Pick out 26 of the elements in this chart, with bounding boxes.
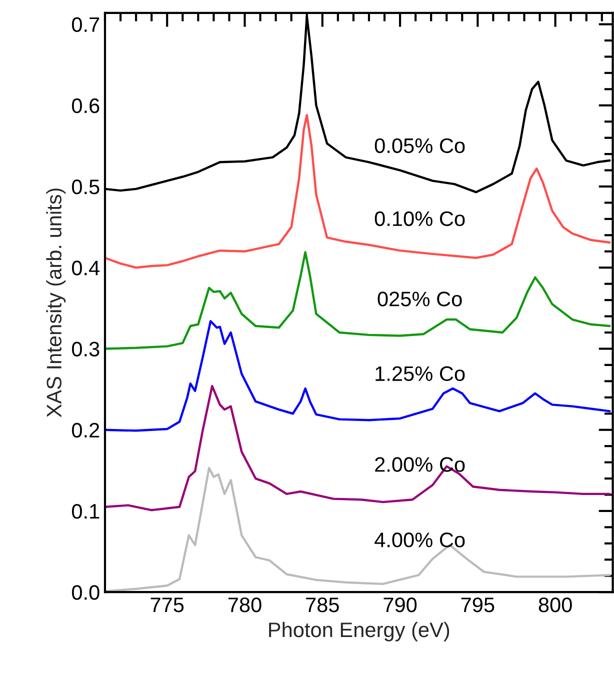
y-tick-label: 0.5 — [72, 179, 100, 194]
x-tick-label: 775 — [150, 598, 184, 612]
y-axis-title: XAS Intensity (arb. units) — [46, 188, 66, 418]
series-label: 025% Co — [378, 292, 462, 306]
y-tick-label: 0.7 — [72, 17, 100, 32]
series-label: 4.00% Co — [374, 532, 465, 548]
x-tick-label: 795 — [461, 598, 494, 612]
series-label: 0.10% Co — [374, 211, 465, 226]
x-axis-title: Photon Energy (eV) — [269, 622, 450, 642]
line-series — [104, 114, 611, 269]
line-series — [104, 251, 611, 350]
x-tick-label: 800 — [538, 598, 572, 612]
y-tick-label: 0.2 — [72, 422, 100, 438]
y-tick-label: 0.1 — [72, 504, 100, 519]
line-series — [104, 320, 611, 432]
y-tick-label: 0.3 — [72, 342, 100, 356]
x-tick-label: 785 — [306, 598, 339, 612]
y-tick-label: 0.6 — [72, 98, 100, 114]
series-label: 2.00% Co — [375, 457, 465, 472]
series-label: 0.05% Co — [374, 138, 465, 154]
line-series — [104, 384, 611, 512]
y-tick-label: 0.0 — [72, 585, 100, 600]
series-label: 1.25% Co — [376, 366, 465, 382]
x-tick-label: 780 — [228, 598, 262, 612]
x-tick-label: 790 — [384, 598, 417, 612]
y-tick-label: 0.4 — [72, 260, 100, 276]
